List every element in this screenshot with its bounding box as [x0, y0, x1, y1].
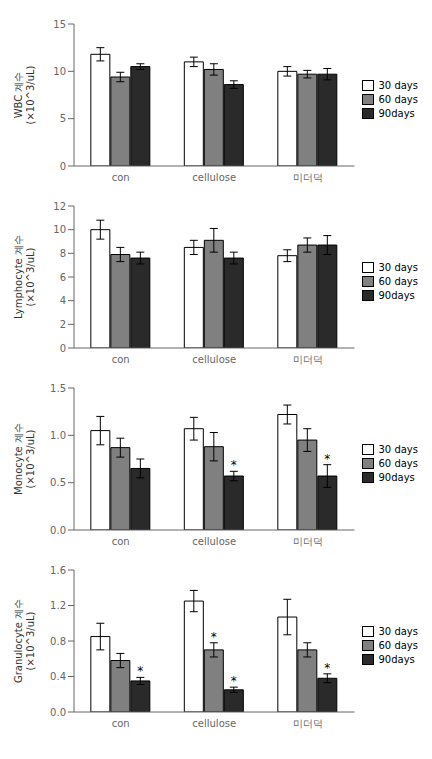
html-text:30 days: 30 days [378, 443, 418, 455]
svg-text:0: 0 [60, 161, 66, 172]
svg-text:con: con [112, 354, 130, 365]
html-text:90days: 90days [378, 471, 415, 483]
svg-text:미더덕: 미더덕 [293, 354, 323, 365]
svg-text:*: * [211, 630, 217, 644]
svg-text:*: * [324, 452, 330, 466]
svg-text:미더덕: 미더덕 [293, 718, 323, 729]
html-text:90days: 90days [378, 653, 415, 665]
html-text:60 days: 60 days [378, 93, 418, 105]
html-text:30 days: 30 days [378, 261, 418, 273]
svg-text:cellulose: cellulose [192, 354, 236, 365]
svg-text:12: 12 [53, 201, 66, 212]
svg-text:4: 4 [60, 295, 66, 306]
svg-text:5: 5 [60, 113, 66, 124]
svg-text:WBC 계수(×10^3/uL): WBC 계수(×10^3/uL) [13, 65, 36, 124]
svg-text:con: con [112, 718, 130, 729]
svg-text:0: 0 [60, 343, 66, 354]
svg-text:15: 15 [53, 19, 66, 30]
svg-text:1.2: 1.2 [50, 600, 66, 611]
html-text:60 days: 60 days [378, 639, 418, 651]
svg-text:0.4: 0.4 [50, 671, 66, 682]
html-text:90days: 90days [378, 107, 415, 119]
svg-text:con: con [112, 536, 130, 547]
html-text:60 days: 60 days [378, 275, 418, 287]
svg-text:0.8: 0.8 [50, 636, 66, 647]
svg-text:0.0: 0.0 [50, 525, 66, 536]
html-text:90days: 90days [378, 289, 415, 301]
svg-text:Lymphocyte 계수(×10^3/uL): Lymphocyte 계수(×10^3/uL) [13, 235, 36, 319]
svg-text:10: 10 [53, 66, 66, 77]
svg-text:1.6: 1.6 [50, 565, 66, 576]
svg-text:*: * [231, 458, 237, 472]
svg-text:8: 8 [60, 248, 66, 259]
svg-text:6: 6 [60, 272, 66, 283]
svg-text:Granulocyte 계수(×10^3/uL): Granulocyte 계수(×10^3/uL) [13, 599, 36, 683]
html-text:60 days: 60 days [378, 457, 418, 469]
svg-text:con: con [112, 172, 130, 183]
svg-text:*: * [137, 664, 143, 678]
svg-text:미더덕: 미더덕 [293, 536, 323, 547]
svg-text:0.5: 0.5 [50, 477, 66, 488]
svg-text:1.0: 1.0 [50, 430, 66, 441]
svg-text:0.0: 0.0 [50, 707, 66, 718]
svg-text:1.5: 1.5 [50, 383, 66, 394]
svg-text:2: 2 [60, 319, 66, 330]
svg-text:cellulose: cellulose [192, 718, 236, 729]
html-text:30 days: 30 days [378, 79, 418, 91]
html-text:30 days: 30 days [378, 625, 418, 637]
svg-text:10: 10 [53, 224, 66, 235]
svg-text:*: * [231, 674, 237, 688]
svg-text:cellulose: cellulose [192, 536, 236, 547]
svg-text:*: * [324, 661, 330, 675]
svg-text:Monocyte 계수(×10^3/uL): Monocyte 계수(×10^3/uL) [13, 423, 36, 495]
svg-text:cellulose: cellulose [192, 172, 236, 183]
svg-text:미더덕: 미더덕 [293, 172, 323, 183]
